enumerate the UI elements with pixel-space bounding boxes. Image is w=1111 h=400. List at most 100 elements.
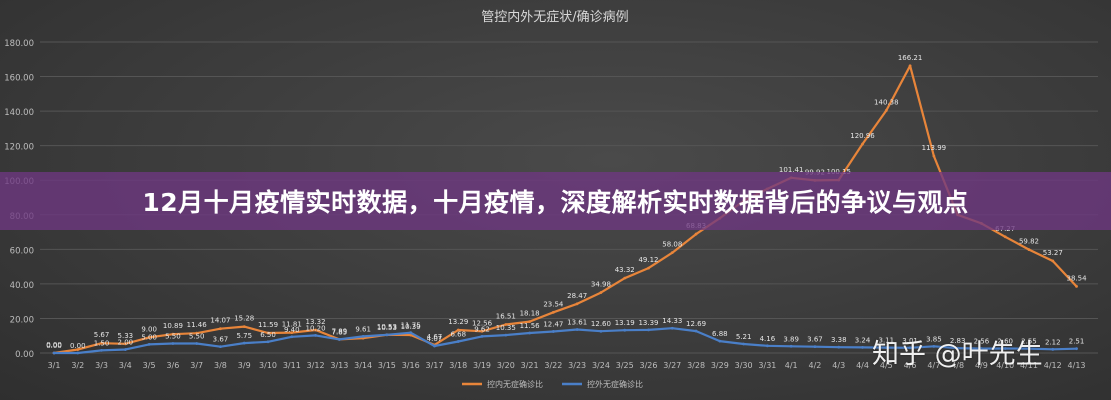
data-label: 18.18: [520, 310, 540, 318]
data-label: 13.61: [567, 318, 587, 326]
data-point: [219, 327, 222, 331]
data-label: 5.21: [736, 333, 752, 341]
data-label: 13.29: [448, 318, 468, 326]
data-point: [123, 348, 127, 351]
x-tick-label: 3/14: [354, 361, 372, 370]
data-point: [623, 276, 627, 280]
data-label: 53.27: [1043, 249, 1063, 257]
data-point: [147, 336, 151, 339]
data-label: 9.00: [141, 325, 157, 333]
data-label: 34.98: [591, 281, 611, 289]
data-point: [861, 346, 864, 349]
data-label: 2.12: [1045, 338, 1061, 346]
data-point: [1051, 347, 1055, 351]
data-point: [694, 232, 698, 236]
data-label: 0.00: [70, 342, 86, 350]
x-tick-label: 3/1: [48, 361, 61, 370]
x-tick-label: 3/20: [497, 361, 515, 370]
data-label: 11.59: [258, 321, 278, 329]
data-label: 100.15: [826, 168, 851, 176]
y-tick-label: 20.00: [10, 315, 34, 325]
data-label: 49.12: [638, 256, 658, 264]
data-label: 6.88: [712, 330, 728, 338]
data-label: 58.08: [662, 241, 682, 249]
data-point: [789, 344, 793, 348]
y-tick-label: 60.00: [10, 246, 34, 256]
x-tick-label: 4/10: [996, 361, 1014, 370]
data-point: [861, 142, 864, 146]
data-label: 3.85: [926, 335, 942, 343]
data-point: [623, 328, 627, 332]
x-tick-label: 3/4: [119, 361, 132, 370]
legend-label: 控外无症确诊比: [587, 379, 643, 389]
data-point: [837, 345, 841, 349]
data-label: 2.00: [118, 339, 134, 347]
data-label: 101.41: [779, 166, 804, 174]
data-point: [1003, 347, 1007, 350]
x-tick-label: 3/29: [711, 361, 729, 370]
data-point: [884, 109, 888, 112]
x-tick-label: 3/23: [568, 361, 586, 370]
data-label: 11.75: [401, 322, 421, 330]
data-label: 1.50: [94, 339, 110, 347]
data-label: 2.55: [1021, 338, 1037, 346]
data-label: 0.00: [46, 342, 62, 350]
data-label: 16.51: [496, 312, 516, 320]
data-point: [1027, 248, 1031, 252]
x-tick-label: 3/24: [592, 361, 610, 370]
data-label: 13.32: [306, 318, 326, 326]
data-point: [1027, 347, 1031, 350]
data-label: 59.82: [1019, 238, 1039, 246]
data-label: 3.38: [831, 336, 847, 344]
x-tick-label: 4/4: [856, 361, 869, 370]
data-point: [908, 346, 912, 350]
data-label: 6.50: [260, 331, 276, 339]
data-point: [528, 320, 531, 323]
headline-banner: 12月十月疫情实时数据，十月疫情，深度解析实时数据背后的争议与观点: [0, 172, 1111, 230]
x-tick-label: 4/13: [1068, 361, 1086, 370]
data-point: [575, 302, 579, 306]
data-point: [718, 339, 722, 343]
data-label: 38.54: [1067, 274, 1088, 282]
legend: 控内无症确诊比 控外无症确诊比: [462, 379, 643, 389]
data-point: [551, 310, 555, 314]
data-label: 28.47: [567, 292, 587, 300]
data-point: [670, 251, 674, 255]
data-point: [361, 334, 365, 338]
data-point: [575, 328, 579, 331]
x-tick-label: 4/9: [975, 361, 988, 370]
data-label: 7.85: [332, 328, 348, 336]
x-axis-ticks: 3/1 3/2 3/3 3/4 3/5 3/6 3/7 3/8 3/9 3/10 3/11 3/12 3…: [48, 361, 1086, 370]
data-label: 11.81: [282, 321, 302, 329]
data-point: [528, 331, 531, 335]
x-tick-label: 4/8: [951, 361, 964, 370]
data-point: [599, 329, 603, 333]
data-point: [195, 331, 199, 335]
x-tick-label: 3/11: [283, 361, 301, 370]
data-point: [314, 333, 317, 337]
data-point: [456, 340, 460, 343]
x-tick-label: 3/2: [71, 361, 84, 370]
y-tick-label: 160.00: [4, 74, 34, 84]
data-label: 7.89: [332, 327, 348, 335]
data-label: 12.56: [472, 319, 493, 327]
x-tick-label: 4/5: [880, 361, 893, 370]
data-point: [314, 328, 317, 332]
data-label: 2.56: [974, 338, 990, 346]
x-tick-label: 3/16: [402, 361, 420, 370]
data-label: 13.39: [638, 319, 658, 327]
data-point: [766, 344, 769, 348]
data-label: 14.33: [662, 317, 682, 325]
data-label: 3.89: [783, 335, 799, 343]
data-label: 3.67: [807, 336, 823, 344]
watermark-text: 知乎 @叶先生: [872, 339, 1043, 370]
data-point: [219, 345, 222, 349]
data-label: 4.16: [760, 335, 776, 343]
x-tick-label: 3/28: [687, 361, 705, 370]
x-tick-label: 3/7: [190, 361, 203, 370]
data-label: 0.00: [46, 341, 62, 349]
x-tick-label: 4/12: [1044, 361, 1062, 370]
data-point: [171, 332, 175, 336]
data-label: 6.68: [450, 330, 466, 338]
x-tick-label: 4/11: [1020, 361, 1038, 370]
